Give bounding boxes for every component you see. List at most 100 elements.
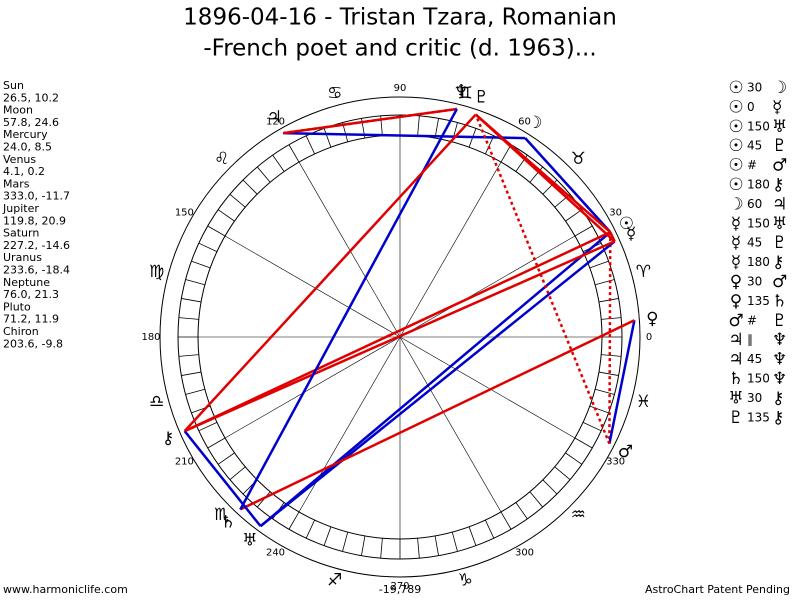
- aspect-to: ☿: [772, 97, 782, 117]
- aspect-type: 45: [747, 139, 762, 153]
- aspect-type: 60: [747, 197, 762, 211]
- degree-label: 240: [266, 548, 285, 559]
- ring-tick: [582, 422, 602, 432]
- aspect-type: ∥: [747, 333, 753, 347]
- aspect-from: ☿: [731, 253, 741, 273]
- ring-tick: [342, 532, 349, 552]
- planet-name: Neptune: [3, 276, 50, 289]
- planet-name: Sun: [3, 79, 24, 92]
- ring-tick: [207, 437, 226, 449]
- aspect-to: ♆: [772, 369, 787, 389]
- planet-coords: 76.0, 21.3: [3, 288, 59, 301]
- ring-tick: [272, 154, 285, 172]
- ring-tick: [178, 354, 199, 357]
- ring-tick: [323, 128, 332, 148]
- ring-tick: [181, 298, 202, 303]
- zodiac-glyph: ♈: [636, 262, 651, 282]
- degree-label: 300: [515, 548, 534, 559]
- ring-tick: [565, 209, 583, 222]
- aspect-to: ♇: [772, 136, 787, 156]
- ring-tick: [554, 193, 571, 208]
- planet-name: Mars: [3, 177, 30, 190]
- aspect-line: [474, 114, 611, 445]
- aspect-type: 45: [747, 352, 762, 366]
- aspect-from: ☿: [731, 233, 741, 253]
- aspect-type: #: [747, 313, 757, 327]
- zodiac-glyph: ♎: [149, 392, 164, 412]
- ring-tick: [485, 135, 495, 155]
- aspect-from: ☉: [728, 97, 743, 117]
- aspect-to: ⚷: [772, 408, 784, 428]
- planet-name: Moon: [3, 104, 33, 117]
- ring-tick: [554, 466, 571, 481]
- spoke: [399, 235, 576, 338]
- spoke: [298, 161, 401, 338]
- aspect-line: [608, 319, 636, 444]
- aspect-type: 45: [747, 236, 762, 250]
- planet-name: Chiron: [3, 325, 39, 338]
- planet-glyph: ♇: [474, 87, 489, 107]
- footer-right: AstroChart Patent Pending: [645, 583, 790, 596]
- aspect-type: #: [747, 158, 757, 172]
- degree-label: 150: [175, 208, 194, 219]
- ring-tick: [181, 371, 202, 376]
- ring-tick: [229, 466, 246, 481]
- aspect-line: [474, 113, 616, 243]
- planet-coords: 4.1, 0.2: [3, 165, 45, 178]
- aspect-from: ♇: [728, 408, 743, 428]
- aspect-to: ♄: [772, 291, 787, 311]
- aspect-type: 135: [747, 294, 770, 308]
- ring-tick: [361, 535, 366, 556]
- ring-tick: [529, 491, 544, 508]
- ring-tick: [434, 535, 439, 556]
- planet-coords: 227.2, -14.6: [3, 239, 70, 252]
- aspect-from: ♃: [728, 350, 743, 370]
- ring-tick: [589, 405, 609, 414]
- degree-label: 270: [390, 581, 409, 592]
- planet-glyph: ♂: [618, 442, 633, 462]
- planet-glyph: ☽: [527, 113, 542, 133]
- spoke: [399, 336, 576, 439]
- aspect-to: ♇: [772, 311, 787, 331]
- aspect-from: ☽: [728, 194, 743, 214]
- degree-label: 180: [141, 332, 160, 343]
- degree-label: 330: [606, 457, 625, 468]
- ring-tick: [380, 538, 383, 559]
- degree-label: 30: [609, 208, 622, 219]
- aspect-line: [259, 240, 616, 528]
- aspect-to: ♆: [772, 350, 787, 370]
- ring-tick: [185, 388, 205, 395]
- ring-tick: [288, 144, 300, 163]
- aspect-to: ♆: [772, 330, 787, 350]
- ring-tick: [191, 260, 211, 269]
- planet-coords: 233.6, -18.4: [3, 264, 70, 277]
- aspect-line: [184, 231, 611, 433]
- planet-glyph: ☿: [626, 224, 636, 244]
- zodiac-glyph: ♉: [571, 149, 586, 169]
- zodiac-glyph: ♐: [327, 570, 342, 590]
- planet-name: Uranus: [3, 251, 42, 264]
- zodiac-glyph: ♌: [214, 149, 229, 169]
- aspect-type: 30: [747, 391, 762, 405]
- ring-tick: [500, 144, 512, 163]
- aspect-line: [183, 430, 262, 527]
- zodiac-glyph: ♊: [458, 84, 473, 104]
- ring-tick: [451, 532, 458, 552]
- aspect-from: ♅: [728, 388, 743, 408]
- ring-tick: [565, 452, 583, 465]
- ring-tick: [417, 115, 420, 136]
- aspect-from: ☉: [728, 136, 743, 156]
- aspect-line: [259, 231, 612, 528]
- aspect-line: [608, 232, 612, 444]
- planet-name: Venus: [3, 153, 36, 166]
- ring-tick: [323, 526, 332, 546]
- ring: [159, 96, 641, 578]
- planet-name: Saturn: [3, 227, 39, 240]
- aspect-from: ♃: [728, 330, 743, 350]
- spoke: [224, 235, 401, 338]
- ring-tick: [529, 166, 544, 183]
- planet-glyph: ♄: [220, 513, 235, 533]
- aspect-from: ☉: [728, 78, 743, 98]
- aspect-to: ♃: [772, 194, 787, 214]
- zodiac-glyph: ♏: [214, 505, 229, 525]
